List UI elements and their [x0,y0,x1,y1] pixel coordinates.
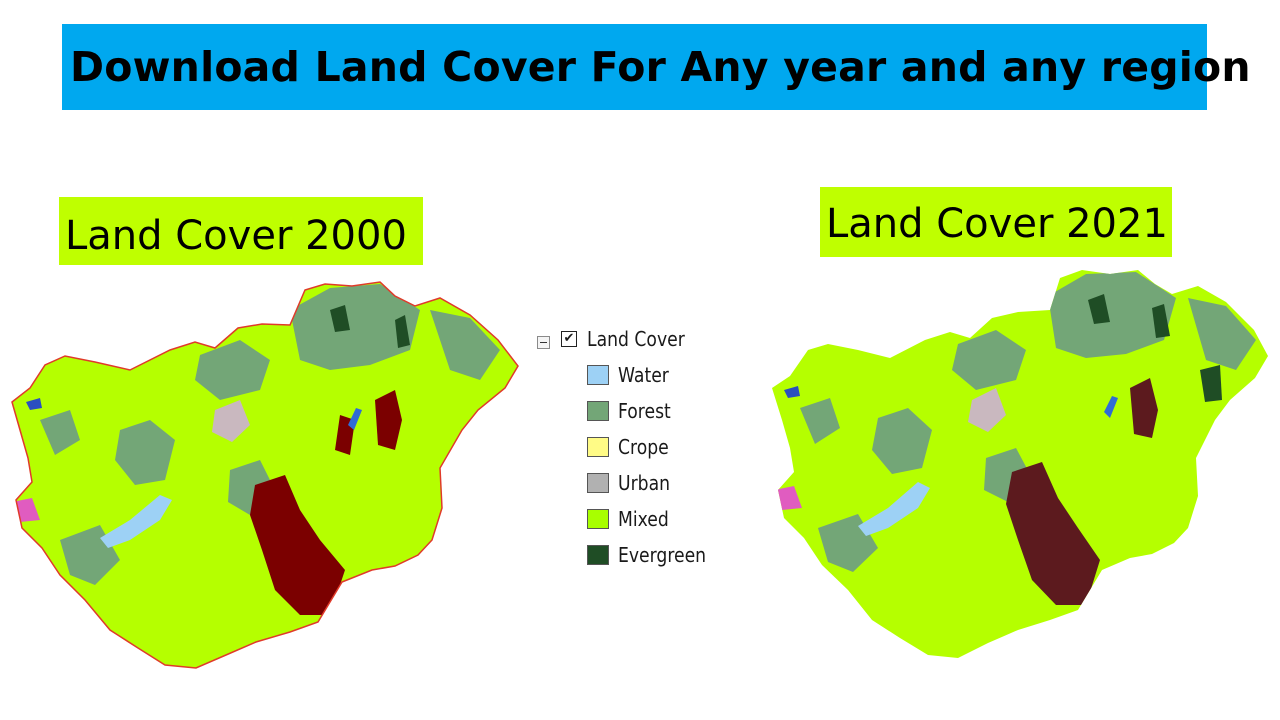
map-label-2021: Land Cover 2021 [820,187,1172,257]
check-icon: ✔ [563,331,575,346]
page-title: Download Land Cover For Any year and any… [70,43,1251,91]
land-cover-map-2021 [772,270,1268,658]
evergreen-swatch [587,545,609,565]
legend-label-evergreen: Evergreen [618,543,707,567]
legend-label-water: Water [618,363,669,387]
map-label-2000-text: Land Cover 2000 [65,213,407,259]
title-banner: Download Land Cover For Any year and any… [62,24,1251,110]
urban-swatch [587,473,609,493]
mixed-swatch [587,509,609,529]
water-swatch [587,365,609,385]
legend-label-forest: Forest [618,399,671,423]
map-label-2000: Land Cover 2000 [59,197,423,265]
collapse-icon[interactable] [537,335,550,349]
legend-item-crope: Crope [587,432,677,462]
legend-item-evergreen: Evergreen [587,540,720,570]
legend-item-forest: Forest [587,396,679,426]
legend-item-urban: Urban [587,468,679,498]
legend-header: ✔ Land Cover [537,324,701,354]
land-cover-map-2000 [11,281,519,669]
legend-item-water: Water [587,360,677,390]
legend-label-urban: Urban [618,471,671,495]
crope-swatch [587,437,609,457]
forest-swatch [587,401,609,421]
map-label-2021-text: Land Cover 2021 [826,201,1168,247]
legend-label-crope: Crope [618,435,669,459]
legend-label-mixed: Mixed [618,507,669,531]
legend-panel: ✔ Land Cover Water Forest Crope Urban Mi… [537,322,712,572]
legend-title: Land Cover [587,327,685,351]
legend-item-mixed: Mixed [587,504,677,534]
layer-visibility-checkbox[interactable]: ✔ [561,331,577,347]
